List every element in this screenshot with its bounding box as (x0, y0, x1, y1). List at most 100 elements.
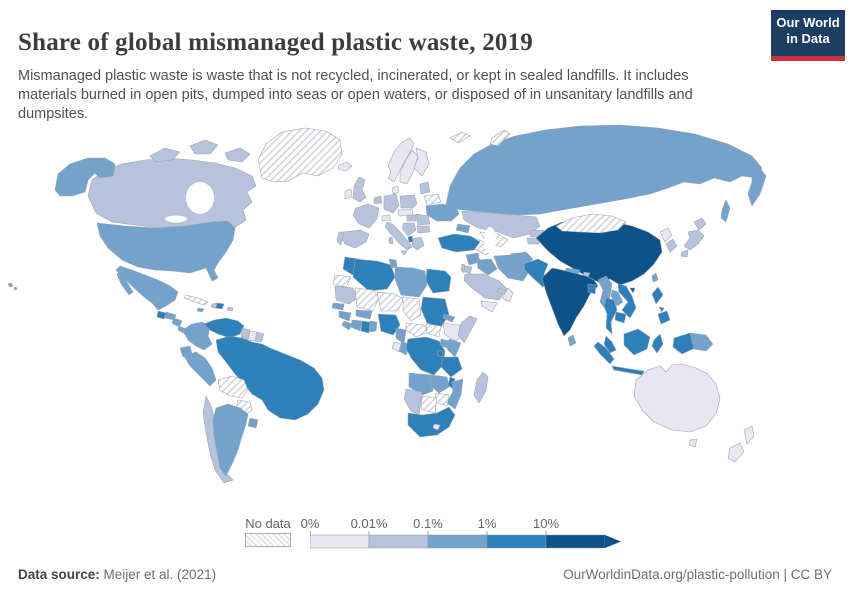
country-cameroon[interactable] (395, 327, 407, 345)
country-hainan-china[interactable] (629, 287, 636, 294)
country-saudi-arabia[interactable] (463, 273, 508, 301)
country-romania[interactable] (415, 213, 431, 226)
country-taiwan[interactable] (651, 272, 659, 283)
country-botswana[interactable] (420, 395, 438, 414)
hawaii-usa[interactable] (13, 286, 18, 291)
country-greece[interactable] (411, 236, 425, 251)
country-yemen[interactable] (480, 300, 498, 313)
country-bolivia[interactable] (217, 375, 249, 399)
country-kenya[interactable] (446, 338, 462, 358)
country-japan-honshu[interactable] (683, 229, 705, 251)
country-venezuela[interactable] (203, 317, 245, 339)
country-colombia[interactable] (182, 321, 213, 351)
country-caucasus[interactable] (455, 223, 471, 234)
country-central-african-republic[interactable] (405, 322, 429, 338)
country-philippines-luzon[interactable] (651, 286, 664, 305)
country-indonesia-sulawesi[interactable] (651, 333, 664, 354)
country-nicaragua[interactable] (171, 317, 183, 328)
country-belarus[interactable] (423, 193, 442, 206)
country-philippines-mindanao[interactable] (657, 310, 671, 325)
country-dr-congo[interactable] (405, 336, 446, 376)
country-sierra-leone-liberia[interactable] (341, 320, 353, 331)
country-russia[interactable] (445, 124, 763, 216)
country-egypt[interactable] (425, 268, 452, 294)
country-south-africa[interactable] (407, 406, 456, 438)
country-south-korea[interactable] (665, 238, 678, 253)
country-svalbard[interactable] (449, 131, 471, 144)
country-jordan[interactable] (463, 265, 473, 275)
country-mali[interactable] (354, 287, 380, 312)
country-cambodia[interactable] (614, 311, 627, 324)
country-somalia[interactable] (457, 315, 478, 344)
legend-gradient-bar[interactable] (309, 531, 622, 549)
country-germany[interactable] (383, 193, 400, 214)
country-eritrea[interactable] (442, 313, 456, 323)
country-north-korea[interactable] (659, 227, 673, 243)
country-denmark[interactable] (391, 185, 400, 195)
country-rwanda-burundi[interactable] (436, 349, 444, 358)
country-cote-divoire[interactable] (350, 319, 363, 332)
country-united-states[interactable] (96, 220, 236, 282)
country-sri-lanka[interactable] (567, 334, 577, 347)
country-new-zealand-north[interactable] (743, 425, 755, 445)
legend-swatch-4[interactable] (545, 534, 606, 549)
country-ukraine[interactable] (425, 203, 460, 222)
country-peru[interactable] (183, 351, 217, 387)
country-algeria[interactable] (352, 258, 396, 292)
country-south-sudan[interactable] (425, 323, 442, 338)
country-indonesia-java[interactable] (611, 365, 645, 376)
country-canada-arctic-island[interactable] (189, 139, 219, 155)
country-papua-new-guinea[interactable] (689, 332, 714, 352)
country-french-guiana[interactable] (254, 331, 265, 343)
country-novaya-zemlya[interactable] (489, 129, 511, 147)
country-canada-arctic-island[interactable] (224, 147, 251, 163)
country-alaska-usa[interactable] (54, 157, 116, 197)
country-bulgaria[interactable] (416, 225, 431, 234)
country-burkina-faso[interactable] (355, 309, 373, 320)
country-japan-hokkaido[interactable] (693, 217, 707, 231)
country-tanzania[interactable] (440, 356, 463, 378)
country-uruguay[interactable] (247, 417, 259, 429)
country-netherlands[interactable] (373, 195, 383, 205)
country-namibia[interactable] (403, 388, 423, 416)
country-guatemala[interactable] (156, 310, 167, 320)
country-western-sahara[interactable] (332, 274, 352, 288)
country-puerto-rico[interactable] (226, 306, 234, 312)
country-philippines-visayas[interactable] (658, 306, 665, 313)
country-kazakhstan[interactable] (461, 210, 541, 239)
no-data-swatch[interactable] (245, 533, 291, 547)
country-united-kingdom[interactable] (352, 176, 367, 203)
country-ghana[interactable] (360, 320, 371, 334)
country-tajikistan[interactable] (526, 237, 540, 245)
country-oman[interactable] (501, 287, 514, 303)
country-cuba[interactable] (183, 294, 209, 306)
country-spain[interactable] (340, 229, 370, 249)
country-australia[interactable] (633, 363, 721, 433)
country-albania[interactable] (407, 235, 414, 243)
country-bangladesh[interactable] (587, 283, 597, 295)
owid-url-link[interactable]: OurWorldinData.org/plastic-pollution (563, 567, 780, 582)
country-turkey[interactable] (437, 233, 481, 253)
country-indonesia-borneo[interactable] (623, 328, 651, 356)
country-thailand[interactable] (603, 297, 618, 335)
legend-swatch-1[interactable] (368, 534, 429, 549)
country-mozambique[interactable] (446, 378, 464, 410)
country-portugal[interactable] (336, 231, 345, 246)
country-angola[interactable] (408, 372, 434, 396)
country-baja-mexico[interactable] (116, 270, 134, 296)
country-canada-arctic-island[interactable] (149, 147, 181, 163)
country-dominican-republic[interactable] (215, 302, 225, 310)
country-lesotho[interactable] (432, 423, 441, 431)
hawaii-usa[interactable] (7, 282, 14, 288)
country-greenland[interactable] (257, 127, 343, 183)
country-mongolia[interactable] (555, 213, 627, 234)
country-japan-kyushu[interactable] (680, 249, 689, 258)
country-ireland[interactable] (344, 188, 353, 200)
legend-swatch-2[interactable] (427, 534, 488, 549)
country-mauritania[interactable] (334, 285, 358, 305)
country-finland[interactable] (413, 147, 430, 177)
country-serbia-bosnia[interactable] (401, 222, 417, 237)
country-guinea[interactable] (338, 310, 352, 322)
country-sudan[interactable] (420, 296, 450, 328)
country-chad[interactable] (402, 296, 422, 322)
